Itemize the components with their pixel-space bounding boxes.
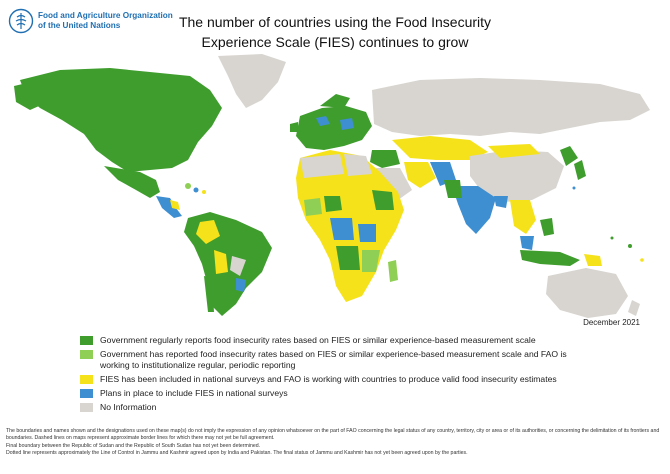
org-name-line2: of the United Nations [38, 21, 121, 30]
north-america-region [20, 68, 222, 172]
china-region [470, 150, 564, 202]
title-line2: Experience Scale (FIES) continues to gro… [201, 34, 469, 50]
legend-label: Plans in place to include FIES in nation… [100, 388, 288, 398]
legend-swatch [80, 389, 93, 398]
legend-swatch [80, 350, 93, 359]
disclaimer-sudan: Final boundary between the Republic of S… [6, 442, 261, 449]
map-date: December 2021 [583, 318, 640, 327]
legend-item-no-information: No Information [80, 402, 590, 413]
legend-swatch [80, 336, 93, 345]
title-line1: The number of countries using the Food I… [178, 14, 492, 30]
org-name-line1: Food and Agriculture Organization [38, 11, 173, 20]
india-region [452, 186, 496, 234]
alaska-region [14, 80, 48, 110]
greenland-region [218, 54, 286, 108]
fao-emblem-icon [8, 8, 34, 34]
legend-item-plans-in-place: Plans in place to include FIES in nation… [80, 388, 590, 399]
mexico-region [104, 166, 160, 198]
south-america-region [184, 212, 272, 316]
legend-item-institutionalizing: Government has reported food insecurity … [80, 349, 590, 371]
southeast-asia-region [510, 200, 536, 234]
map-legend: Government regularly reports food insecu… [80, 335, 590, 416]
legend-item-included-in-surveys: FIES has been included in national surve… [80, 374, 590, 385]
legend-swatch [80, 403, 93, 412]
legend-label: Government regularly reports food insecu… [100, 335, 536, 345]
fao-logo: Food and Agriculture Organization of the… [8, 8, 178, 38]
russia-region [372, 78, 650, 136]
page-title: The number of countries using the Food I… [150, 12, 520, 52]
disclaimer-boundaries: The boundaries and names shown and the d… [6, 428, 660, 442]
central-asia-region [392, 136, 488, 160]
org-name: Food and Agriculture Organization of the… [38, 11, 173, 31]
central-america-region [156, 196, 182, 218]
legend-label: Government has reported food insecurity … [100, 349, 567, 370]
world-map [14, 54, 650, 318]
disclaimer-notes: The boundaries and names shown and the d… [6, 428, 666, 458]
australia-region [546, 268, 628, 318]
legend-label: FIES has been included in national surve… [100, 374, 557, 384]
legend-swatch [80, 375, 93, 384]
europe-region [296, 106, 372, 150]
legend-label: No Information [100, 402, 157, 412]
legend-item-regular-reporting: Government regularly reports food insecu… [80, 335, 590, 346]
disclaimer-kashmir: Dotted line represents approximately the… [6, 450, 468, 457]
